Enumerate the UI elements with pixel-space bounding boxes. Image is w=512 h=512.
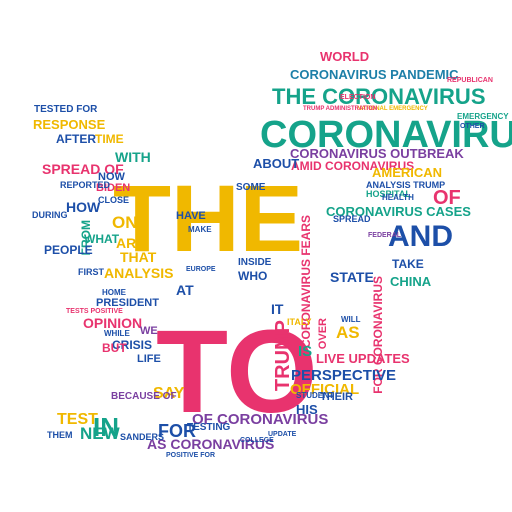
cloud-word-first: FIRST	[78, 267, 104, 277]
cloud-word-new: NEW	[80, 424, 120, 443]
cloud-word-of: OF	[433, 187, 461, 209]
cloud-word-reported: REPORTED	[60, 180, 111, 190]
cloud-word-coronavirus-fears: CORONAVIRUS FEARS	[299, 215, 313, 349]
cloud-word-how: HOW	[66, 199, 101, 215]
cloud-word-biden: BIDEN	[96, 182, 131, 194]
cloud-word-and: AND	[388, 220, 453, 253]
cloud-word-analysis: ANALYSIS	[104, 265, 174, 281]
cloud-word-state: STATE	[330, 269, 374, 285]
cloud-word-are: ARE	[116, 235, 146, 251]
cloud-word-italy: ITALY	[287, 317, 312, 327]
cloud-word-at: AT	[176, 282, 194, 298]
cloud-word-republican: REPUBLICAN	[447, 77, 493, 84]
cloud-word-over: OVER	[317, 318, 329, 350]
cloud-word-opinion: OPINION	[83, 315, 143, 331]
cloud-word-inside: INSIDE	[238, 257, 272, 268]
cloud-word-perspective: PERSPECTIVE	[291, 367, 397, 384]
cloud-word-some: SOME	[236, 182, 266, 193]
cloud-word-as-coronavirus: AS CORONAVIRUS	[147, 436, 275, 452]
cloud-word-during: DURING	[32, 210, 68, 220]
cloud-word-hospital: HOSPITAL	[366, 189, 411, 199]
cloud-word-american: AMERICAN	[372, 165, 443, 180]
cloud-word-but: BUT	[102, 341, 127, 355]
cloud-word-is: IS	[298, 343, 313, 360]
cloud-word-federal: FEDERAL	[368, 232, 402, 239]
cloud-word-coronavirus-outbreak: CORONAVIRUS OUTBREAK	[290, 146, 464, 161]
cloud-word-time: TIME	[95, 132, 124, 146]
cloud-word-now: NOW	[98, 171, 125, 183]
cloud-word-life: LIFE	[137, 353, 161, 365]
cloud-word-them: THEM	[47, 430, 73, 440]
cloud-word-it: IT	[271, 301, 284, 317]
cloud-word-the-coronavirus: THE CORONAVIRUS	[272, 84, 486, 109]
cloud-word-health: HEALTH	[382, 193, 414, 202]
cloud-word-about: ABOUT	[253, 156, 300, 171]
cloud-word-coronavirus-pandemic: CORONAVIRUS PANDEMIC	[290, 67, 459, 82]
cloud-word-take: TAKE	[392, 257, 424, 271]
cloud-word-update: UPDATE	[268, 431, 297, 438]
cloud-word-world: WORLD	[320, 49, 370, 64]
cloud-word-people: PEOPLE	[44, 243, 93, 257]
cloud-word-positive-for: POSITIVE FOR	[166, 452, 216, 459]
cloud-word-live-updates: LIVE UPDATES	[316, 351, 410, 366]
cloud-word-emergency: EMERGENCY	[457, 112, 509, 121]
cloud-word-with: WITH	[115, 149, 151, 165]
cloud-word-national-emergency: NATIONAL EMERGENCY	[357, 106, 428, 112]
cloud-word-official: OFFICIAL	[290, 381, 360, 398]
cloud-word-response: RESPONSE	[33, 117, 106, 132]
cloud-word-after: AFTER	[56, 132, 96, 146]
cloud-word-amid-coronavirus: AMID CORONAVIRUS	[291, 159, 415, 173]
cloud-word-trump-administration: TRUMP ADMINISTRATION	[303, 106, 378, 112]
cloud-word-tests-positive: TESTS POSITIVE	[66, 308, 123, 315]
cloud-word-spread: SPREAD	[333, 214, 371, 224]
cloud-word-we: WE	[140, 325, 158, 337]
cloud-word-have: HAVE	[176, 210, 206, 222]
cloud-word-testing: TESTING	[187, 422, 231, 433]
cloud-word-say: SAY	[153, 385, 185, 402]
cloud-word-coronavirus-cases: CORONAVIRUS CASES	[326, 204, 471, 219]
cloud-word-who: WHO	[238, 269, 268, 283]
cloud-word-sanders: SANDERS	[120, 432, 165, 442]
cloud-word-will: WILL	[341, 315, 361, 324]
cloud-word-close: CLOSE	[98, 195, 130, 205]
cloud-word-analysis-trump: ANALYSIS TRUMP	[366, 180, 446, 190]
cloud-word-for: FOR	[158, 421, 196, 441]
cloud-word-of-coronavirus: OF CORONAVIRUS	[192, 411, 329, 428]
cloud-word-student: STUDENT	[296, 391, 334, 400]
cloud-word-while: WHILE	[104, 329, 130, 338]
cloud-word-president: PRESIDENT	[96, 297, 159, 309]
cloud-word-europe: EUROPE	[186, 266, 216, 273]
cloud-word-to: TO	[156, 306, 318, 438]
cloud-word-other: OTHER	[460, 123, 485, 130]
cloud-word-test: TEST	[57, 411, 98, 428]
cloud-word-make: MAKE	[188, 225, 212, 234]
cloud-word-in: IN	[93, 412, 119, 442]
cloud-word-because-of: BECAUSE OF	[111, 391, 177, 402]
cloud-word-crisis: CRISIS	[112, 338, 153, 352]
cloud-word-coronavirus: CORONAVIRUS	[260, 114, 512, 156]
cloud-word-election: ELECTION	[340, 94, 376, 101]
cloud-word-college: COLLEGE	[240, 437, 274, 444]
cloud-word-their: THEIR	[320, 391, 353, 403]
cloud-word-spread-of: SPREAD OF	[42, 161, 124, 177]
cloud-word-what: WHAT	[84, 232, 120, 246]
cloud-word-tested-for: TESTED FOR	[34, 104, 98, 115]
cloud-word-home: HOME	[102, 288, 126, 297]
cloud-word-his: HIS	[296, 402, 318, 417]
cloud-word-that: THAT	[120, 249, 157, 265]
cloud-word-the: THE	[113, 166, 303, 272]
cloud-word-on: ON	[112, 213, 138, 232]
cloud-word-china: CHINA	[390, 274, 432, 289]
cloud-word-as: AS	[336, 323, 360, 342]
